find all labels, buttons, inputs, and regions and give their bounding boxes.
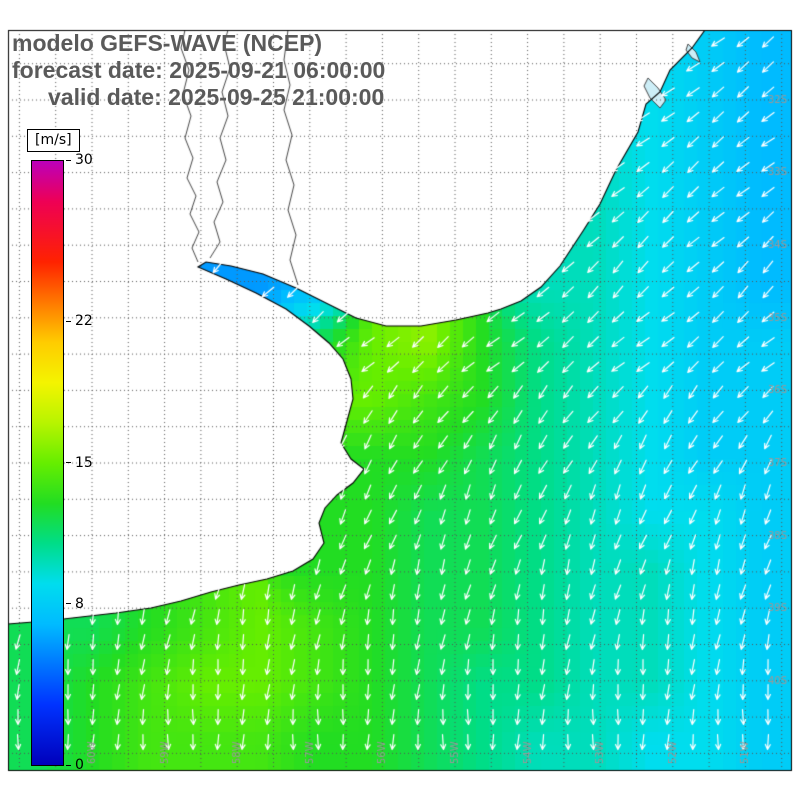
colorbar-gradient [31,160,64,766]
colorbar-tick-mark [66,320,71,322]
model-name-line: modelo GEFS-WAVE (NCEP) [12,30,323,56]
colorbar-tick-label: 30 [75,152,93,168]
colorbar-tick-label: 0 [75,757,84,773]
map-header: modelo GEFS-WAVE (NCEP) forecast date: 2… [12,30,385,111]
colorbar-tick-mark [66,159,71,161]
colorbar-tick-mark [66,603,71,605]
colorbar-tick-label: 22 [75,313,93,330]
colorbar-tick-label: 15 [75,454,93,471]
colorbar-tick-mark [66,462,71,463]
colorbar-tick-mark [66,764,71,766]
forecast-date-line: forecast date: 2025-09-21 06:00:00 [12,57,386,83]
colorbar-unit-label: [m/s] [27,129,80,152]
valid-date-line: valid date: 2025-09-25 21:00:00 [48,84,385,110]
colorbar-tick-label: 8 [75,595,84,612]
